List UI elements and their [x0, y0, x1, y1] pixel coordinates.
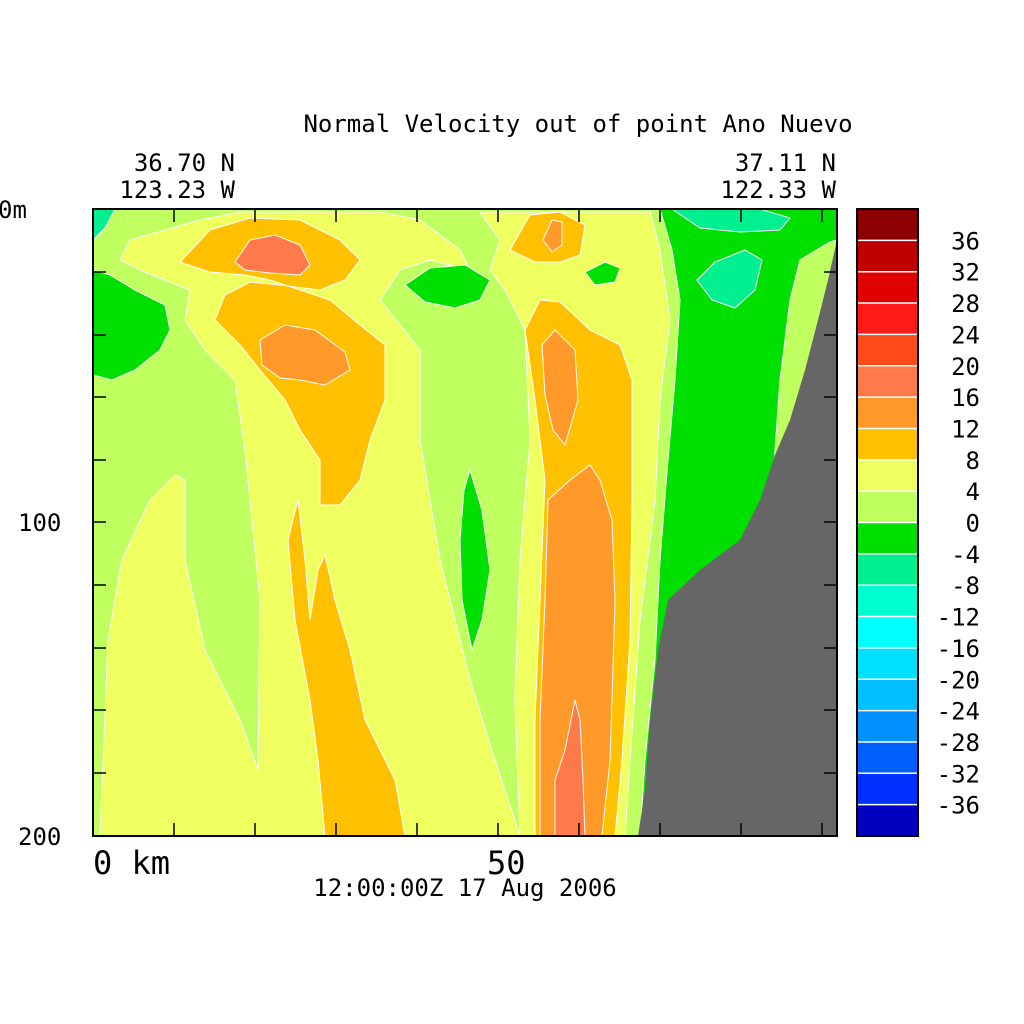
colorbar-swatch — [857, 428, 918, 461]
colorbar-swatch — [857, 773, 918, 806]
y-tick-label-200: 200 — [18, 823, 61, 851]
colorbar-level-label: 8 — [966, 447, 980, 475]
contour-yellow-left — [99, 211, 521, 836]
colorbar-swatch — [857, 710, 918, 743]
left-longitude: 123.23 W — [119, 176, 235, 204]
colorbar-swatch — [857, 209, 918, 241]
colorbar-swatch — [857, 271, 918, 304]
contour-darkorange-column — [539, 464, 616, 836]
contour-green-center — [404, 264, 491, 309]
contour-green-small — [584, 261, 621, 286]
contour-green-topleft — [93, 269, 171, 381]
colorbar-level-label: -24 — [937, 698, 980, 726]
colorbar-level-label: -12 — [937, 604, 980, 632]
land-mask — [638, 240, 837, 836]
colorbar-level-label: -8 — [951, 572, 980, 600]
colorbar-frame — [856, 208, 919, 837]
y-tick-label-0: 0m — [0, 196, 27, 224]
colorbar-swatch — [857, 647, 918, 680]
timestamp-label: 12:00:00Z 17 Aug 2006 — [313, 874, 616, 902]
colorbar-swatch — [857, 585, 918, 618]
colorbar-swatch — [857, 491, 918, 523]
contour-orange-lower-left — [287, 499, 406, 836]
colorbar-level-label: 16 — [951, 384, 980, 412]
colorbar-swatch — [857, 553, 918, 586]
colorbar-swatch — [857, 679, 918, 712]
contour-redorange-top — [234, 234, 311, 276]
colorbar — [857, 209, 918, 837]
colorbar-level-label: -36 — [937, 792, 980, 820]
y-tick-label-100: 100 — [18, 509, 61, 537]
colorbar-swatch — [857, 334, 918, 367]
colorbar-level-label: -16 — [937, 635, 980, 663]
chart-title: Normal Velocity out of point Ano Nuevo — [303, 110, 852, 138]
colorbar-level-label: -4 — [951, 541, 980, 569]
contour-darkorange-mid — [259, 324, 351, 386]
colorbar-swatch — [857, 397, 918, 429]
contour-cyan-topright — [671, 209, 791, 233]
plot-area — [92, 208, 838, 837]
x-tick-label-50: 50 — [487, 844, 526, 882]
contour-cyan-blob — [696, 249, 763, 309]
right-latitude: 37.11 N — [735, 149, 836, 177]
colorbar-swatch — [857, 240, 918, 273]
colorbar-swatch — [857, 365, 918, 398]
contour-cyan-topleft — [93, 209, 116, 241]
contour-redorange-bottom — [554, 699, 586, 836]
colorbar-level-label: 20 — [951, 353, 980, 381]
colorbar-swatch — [857, 303, 918, 335]
colorbar-level-label: 28 — [951, 290, 980, 318]
contour-darkorange-right — [541, 329, 579, 447]
y-ticks — [93, 271, 837, 774]
colorbar-level-label: -32 — [937, 760, 980, 788]
colorbar-swatch — [857, 459, 918, 492]
left-latitude: 36.70 N — [134, 149, 235, 177]
colorbar-level-label: -20 — [937, 666, 980, 694]
colorbar-level-label: 24 — [951, 321, 980, 349]
colorbar-swatch — [857, 522, 918, 555]
colorbar-level-label: 0 — [966, 510, 980, 538]
right-longitude: 122.33 W — [720, 176, 836, 204]
colorbar-level-label: 32 — [951, 259, 980, 287]
colorbar-level-label: 12 — [951, 415, 980, 443]
contour-green-spindle — [459, 468, 491, 652]
colorbar-level-label: 4 — [966, 478, 980, 506]
colorbar-level-label: 36 — [951, 227, 980, 255]
colorbar-level-label: -28 — [937, 729, 980, 757]
x-tick-label-0: 0 km — [93, 844, 170, 882]
colorbar-swatch — [857, 741, 918, 774]
contour-darkorange-small — [542, 219, 563, 253]
colorbar-labels: 36 32 28 24 20 16 12 8 4 0 -4 -8 -12 -16 -20 -24 -28 -32 -… — [937, 227, 980, 819]
colorbar-swatch — [857, 804, 918, 837]
colorbar-swatch — [857, 616, 918, 649]
x-ticks — [173, 209, 823, 836]
